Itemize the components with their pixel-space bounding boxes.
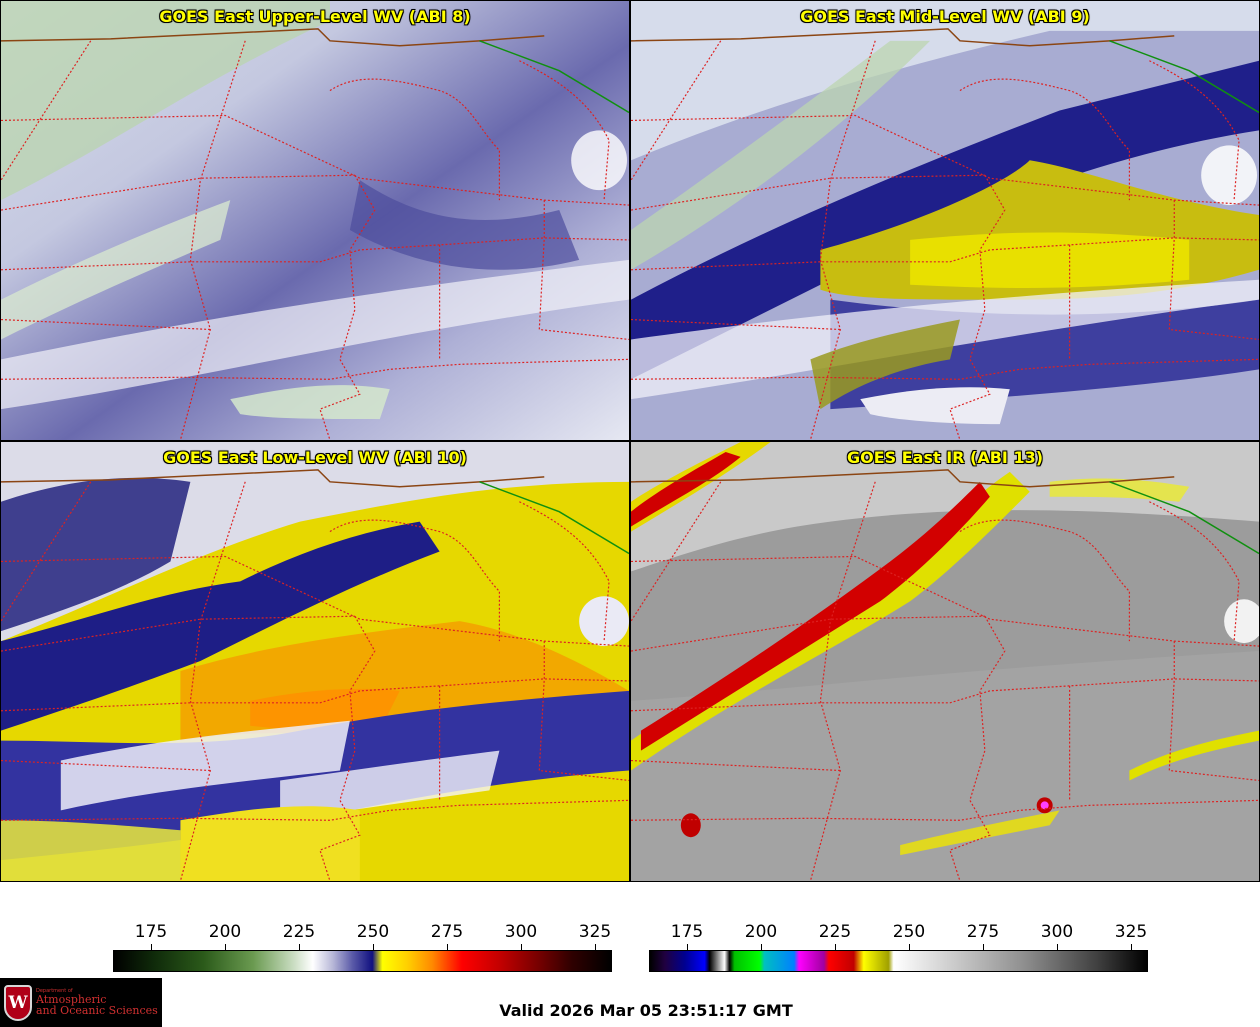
aos-logo[interactable]: W Department of Atmospheric and Oceanic … [0,978,162,1027]
logo-line2: and Oceanic Sciences [36,1004,158,1017]
tick-mark [983,944,984,950]
tick-mark [835,944,836,950]
low-level-wv-panel: GOES East Low-Level WV (ABI 10) [0,441,630,882]
valid-time: Valid 2026 Mar 05 23:51:17 GMT [499,1001,793,1020]
upper-level-wv-panel: GOES East Upper-Level WV (ABI 8) [0,0,630,441]
logo-dept: Department of [36,988,73,994]
ir-colorbar-ticks: 175 200 225 250 275 300 325 [649,922,1148,950]
ir-colorbar: 175 200 225 250 275 300 325 [649,922,1148,974]
tick-mark [151,944,152,950]
mid-level-wv-image [631,1,1259,440]
mid-level-wv-panel: GOES East Mid-Level WV (ABI 9) [630,0,1260,441]
tick-mark [521,944,522,950]
crest-letter: W [8,992,28,1013]
tick-mark [225,944,226,950]
logo-line1: Atmospheric [36,993,107,1006]
low-level-wv-image [1,442,629,881]
tick-mark [909,944,910,950]
tick-label: 325 [1114,922,1148,942]
upper-level-wv-image [1,1,629,440]
tick-label: 200 [208,922,242,942]
wv-colorbar-ticks: 175 200 225 250 275 300 325 [113,922,612,950]
tick-label: 300 [504,922,538,942]
tick-label: 175 [670,922,704,942]
tick-mark [595,944,596,950]
ir-panel: GOES East IR (ABI 13) [630,441,1260,882]
tick-label: 275 [430,922,464,942]
panel-title: GOES East Mid-Level WV (ABI 9) [800,7,1090,26]
tick-mark [1057,944,1058,950]
tick-label: 300 [1040,922,1074,942]
ir-image [631,442,1259,881]
logo-text: Department of Atmospheric and Oceanic Sc… [36,988,158,1017]
tick-label: 250 [356,922,390,942]
tick-label: 225 [282,922,316,942]
panel-title: GOES East Upper-Level WV (ABI 8) [159,7,471,26]
tick-mark [447,944,448,950]
tick-label: 225 [818,922,852,942]
panel-title: GOES East Low-Level WV (ABI 10) [163,448,467,467]
tick-mark [299,944,300,950]
wv-colorbar-gradient [113,950,612,972]
tick-label: 175 [134,922,168,942]
tick-mark [1131,944,1132,950]
wv-colorbar: 175 200 225 250 275 300 325 [113,922,612,974]
tick-label: 250 [892,922,926,942]
tick-mark [373,944,374,950]
uw-crest-icon: W [4,984,32,1021]
tick-label: 325 [578,922,612,942]
ir-colorbar-gradient [649,950,1148,972]
panel-title: GOES East IR (ABI 13) [846,448,1044,467]
tick-mark [761,944,762,950]
tick-mark [687,944,688,950]
tick-label: 275 [966,922,1000,942]
tick-label: 200 [744,922,778,942]
